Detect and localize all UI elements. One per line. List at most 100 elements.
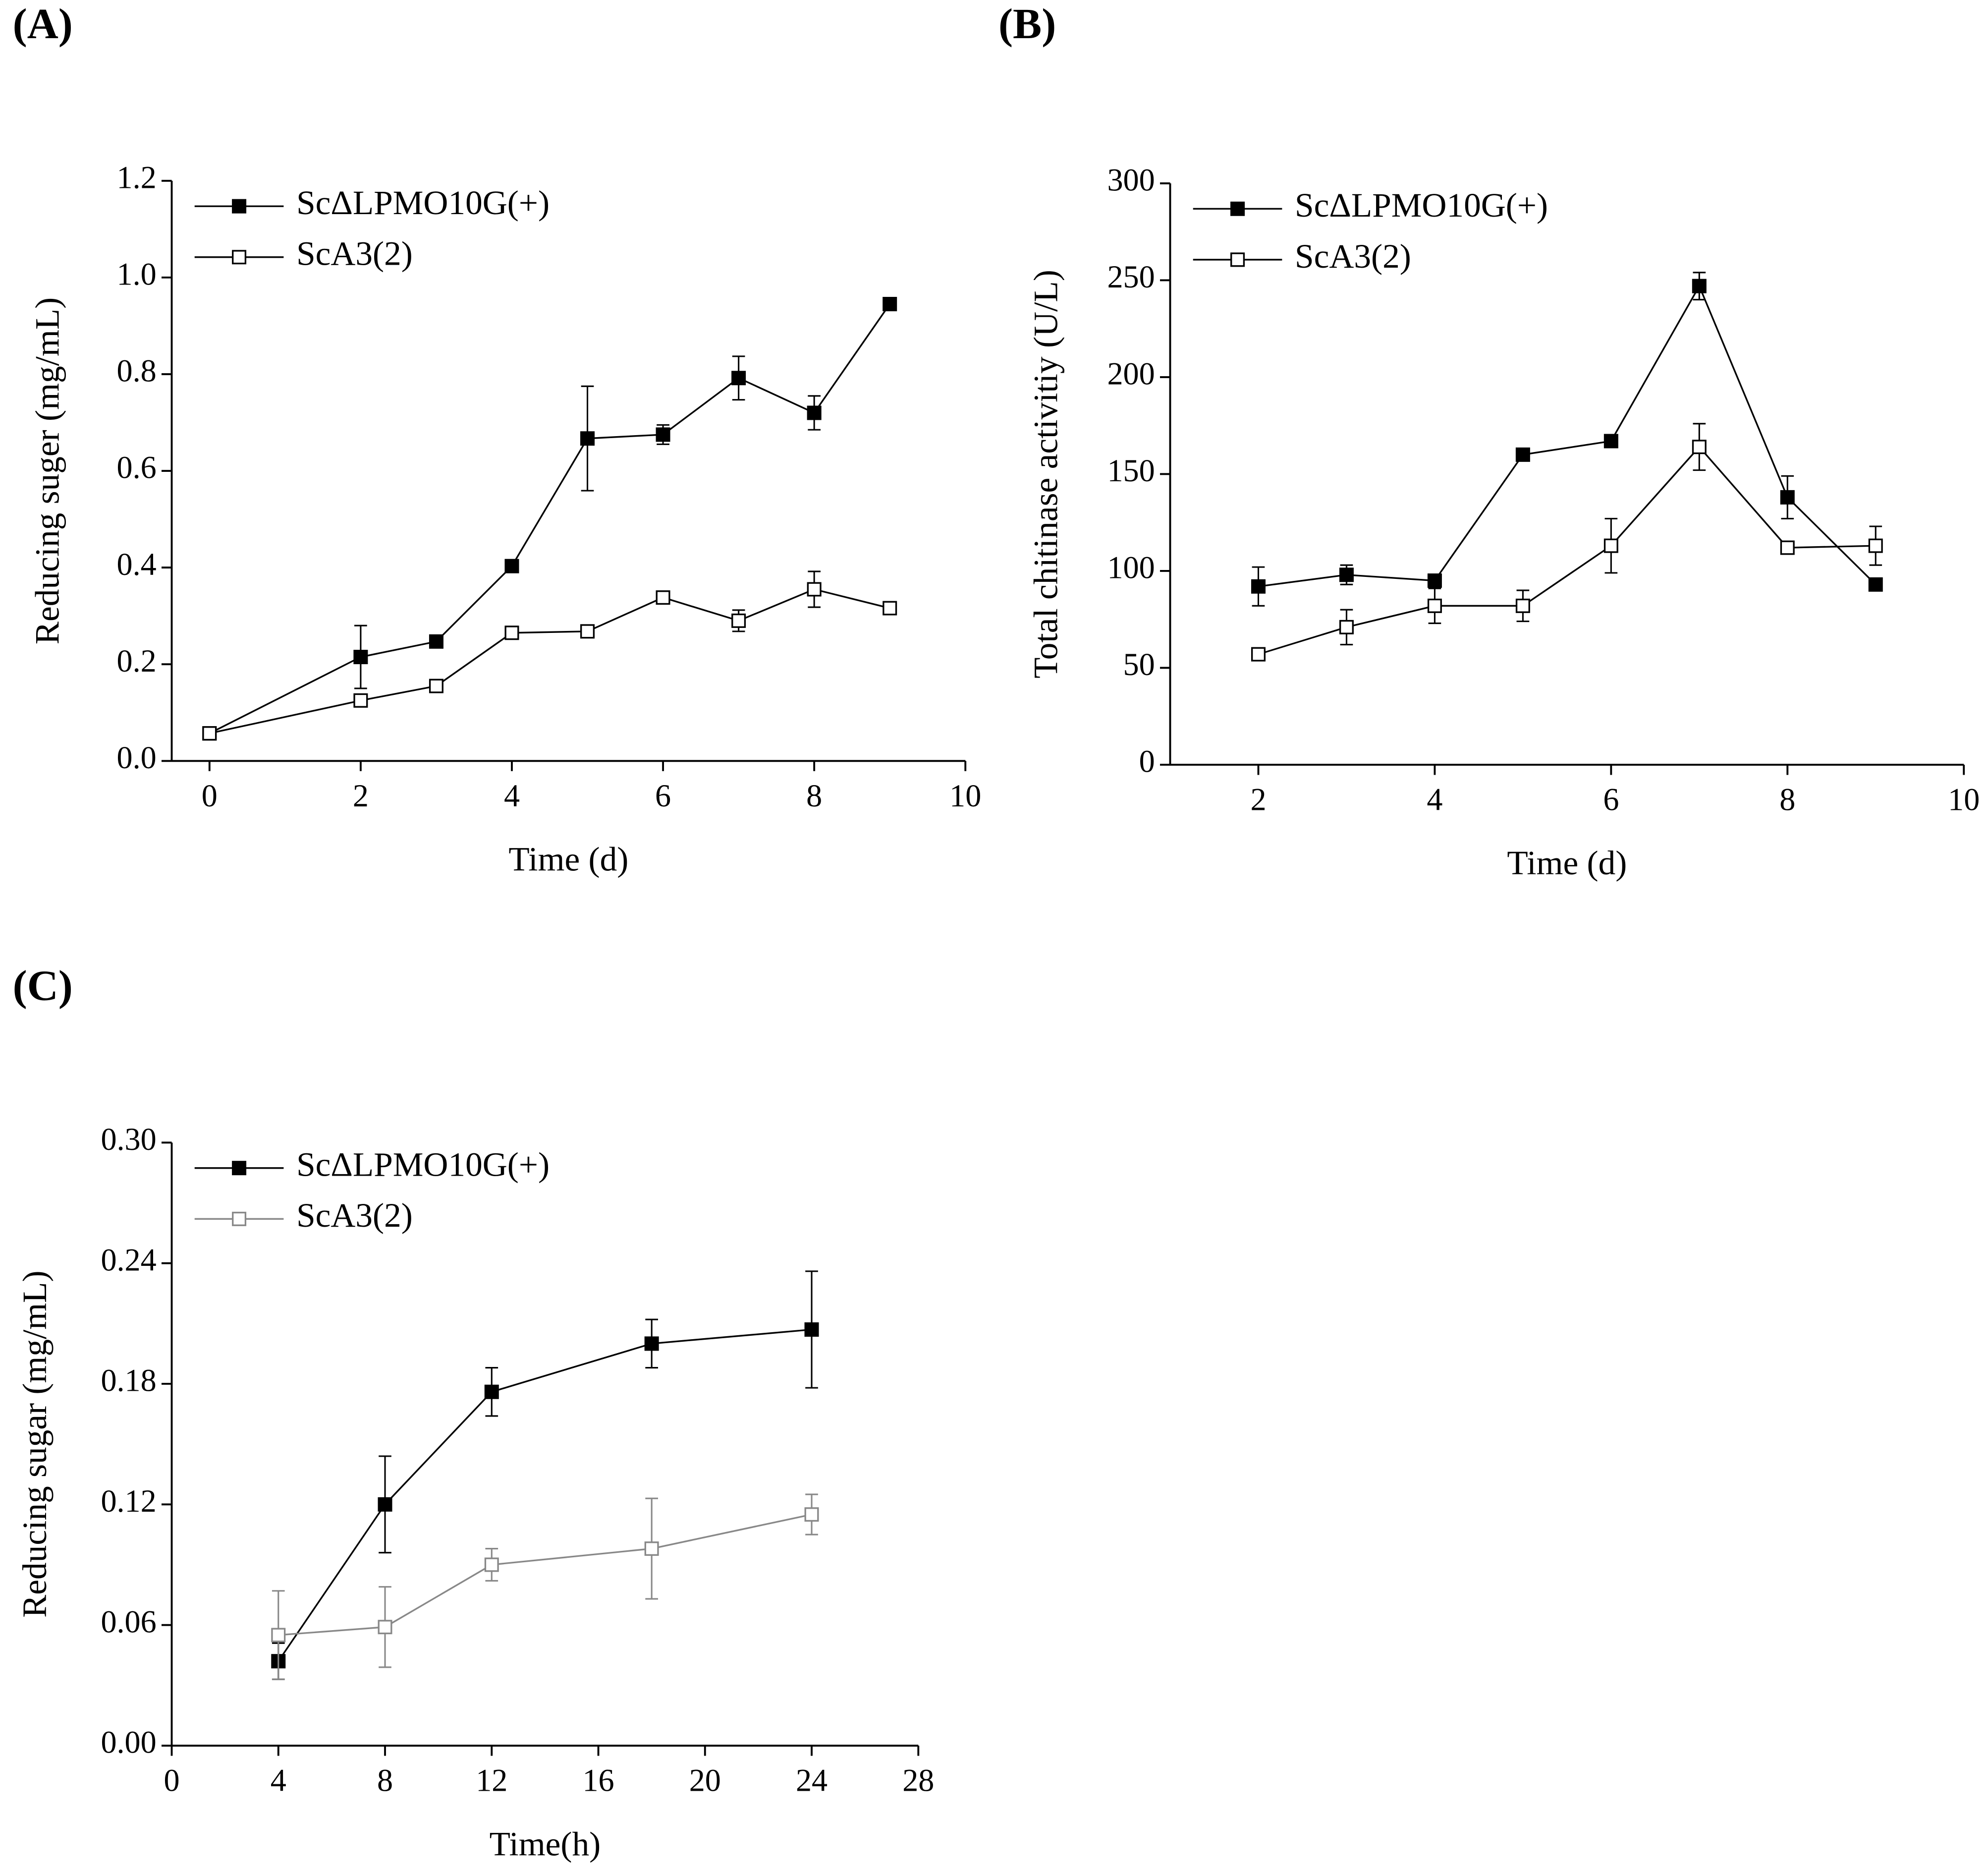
- x-tick-label: 4: [271, 1763, 286, 1798]
- x-tick-label: 8: [806, 778, 822, 813]
- chart-panel: (C) 0.00 0.06 0.12 0.18 0.24 0.30 0 4 8 12 16 20 24 28…: [13, 961, 935, 1863]
- legend-marker: [1230, 252, 1245, 267]
- panel-label: (A): [13, 0, 73, 48]
- y-tick-label: 0.24: [101, 1242, 156, 1277]
- data-point: [807, 405, 822, 420]
- y-tick-label: 0.2: [117, 643, 157, 679]
- x-tick-label: 2: [1250, 782, 1266, 817]
- panel-label: (C): [13, 961, 73, 1009]
- data-point: [644, 1336, 659, 1351]
- series-line: [277, 1328, 812, 1662]
- x-tick-label: 10: [1948, 782, 1980, 817]
- y-tick-label: 150: [1107, 453, 1155, 488]
- data-point: [1603, 434, 1618, 449]
- data-point: [656, 590, 670, 605]
- x-tick-label: 8: [377, 1763, 393, 1798]
- data-point: [644, 1541, 659, 1556]
- data-point: [804, 1322, 819, 1337]
- y-tick-label: 0.00: [101, 1725, 156, 1760]
- x-tick-label: 6: [1603, 782, 1619, 817]
- legend-marker: [1230, 201, 1245, 216]
- y-tick-label: 50: [1123, 647, 1155, 682]
- data-point: [1251, 579, 1266, 594]
- y-tick-label: 1.2: [117, 160, 157, 195]
- y-tick-label: 0.12: [101, 1483, 156, 1519]
- x-tick-label: 2: [353, 778, 369, 813]
- x-tick-label: 0: [202, 778, 218, 813]
- data-point: [484, 1557, 499, 1572]
- legend-label: ScΔLPMO10G(+): [296, 1145, 550, 1184]
- data-point: [1251, 647, 1266, 662]
- series-line: [209, 303, 891, 735]
- y-tick-label: 0: [1139, 744, 1155, 779]
- y-tick-label: 1.0: [117, 257, 157, 292]
- legend-label: ScA3(2): [296, 234, 413, 273]
- legend-label: ScA3(2): [1295, 237, 1411, 275]
- legend-marker: [232, 1211, 247, 1226]
- x-tick-label: 4: [1427, 782, 1442, 817]
- y-tick-label: 0.8: [117, 353, 157, 389]
- x-axis-label: Time (d): [508, 840, 628, 878]
- series-line: [209, 588, 890, 735]
- y-tick-label: 0.30: [101, 1122, 156, 1157]
- data-point: [731, 371, 746, 386]
- y-tick-label: 300: [1107, 163, 1155, 198]
- legend-label: ScΔLPMO10G(+): [1295, 186, 1548, 224]
- x-tick-label: 28: [902, 1763, 934, 1798]
- legend-marker: [232, 250, 247, 265]
- data-point: [1780, 490, 1795, 505]
- data-point: [504, 559, 519, 573]
- y-tick-label: 100: [1107, 550, 1155, 585]
- x-tick-label: 6: [655, 778, 671, 813]
- data-point: [1427, 598, 1442, 613]
- x-tick-label: 4: [504, 778, 520, 813]
- y-tick-label: 0.0: [117, 740, 157, 775]
- y-tick-label: 0.6: [117, 450, 157, 485]
- x-tick-label: 8: [1779, 782, 1795, 817]
- x-axis-label: Time (d): [1507, 844, 1627, 882]
- y-tick-label: 0.4: [117, 547, 157, 582]
- y-tick-label: 200: [1107, 356, 1155, 392]
- x-tick-label: 10: [949, 778, 981, 813]
- legend-label: ScA3(2): [296, 1196, 413, 1234]
- data-point: [378, 1620, 392, 1635]
- data-point: [1603, 538, 1618, 553]
- data-point: [353, 693, 368, 708]
- data-point: [807, 582, 822, 597]
- data-point: [484, 1384, 499, 1399]
- data-point: [656, 427, 670, 442]
- data-point: [883, 297, 897, 312]
- legend-marker: [232, 199, 247, 214]
- legend-marker: [232, 1161, 247, 1176]
- x-tick-label: 24: [796, 1763, 828, 1798]
- x-tick-label: 20: [689, 1763, 721, 1798]
- data-point: [580, 431, 595, 446]
- data-point: [1780, 540, 1795, 555]
- chart-panel: (A) 0.0 0.2 0.4 0.6 0.8 1.0 1.2 0 2 4 6 8 10 Time (d) R…: [13, 0, 982, 878]
- data-point: [804, 1507, 819, 1522]
- series-line: [278, 1513, 812, 1636]
- y-tick-label: 0.06: [101, 1604, 156, 1639]
- x-tick-label: 12: [476, 1763, 507, 1798]
- data-point: [1515, 447, 1530, 462]
- y-axis-label: Total chitinase activitiy (U/L): [1027, 270, 1065, 679]
- data-point: [1515, 598, 1530, 613]
- data-point: [1868, 538, 1883, 553]
- data-point: [378, 1497, 392, 1512]
- chart-panel: (B) 0 50 100 150 200 250 300 2 4 6 8 10 Time (d) Total…: [998, 0, 1980, 882]
- data-point: [883, 601, 897, 616]
- legend-label: ScΔLPMO10G(+): [296, 183, 550, 222]
- data-point: [1339, 620, 1354, 634]
- y-axis-label: Reducing sugar (mg/mL): [15, 1270, 54, 1618]
- data-point: [1692, 440, 1707, 454]
- y-tick-label: 0.18: [101, 1363, 156, 1398]
- y-tick-label: 250: [1107, 259, 1155, 294]
- data-point: [1868, 577, 1883, 592]
- data-point: [504, 625, 519, 640]
- data-point: [1692, 279, 1707, 293]
- data-point: [202, 726, 217, 741]
- data-point: [429, 634, 443, 649]
- y-axis-label: Reducing suger (mg/mL): [28, 297, 66, 645]
